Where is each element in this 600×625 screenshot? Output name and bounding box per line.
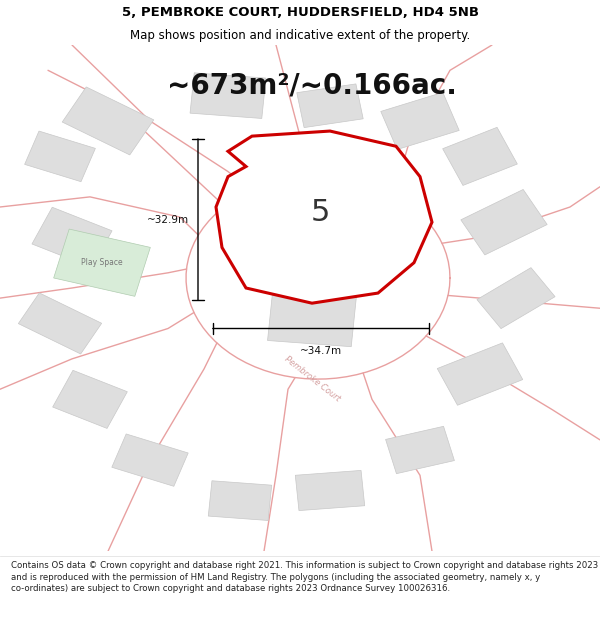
Text: Map shows position and indicative extent of the property.: Map shows position and indicative extent… (130, 29, 470, 42)
Polygon shape (53, 229, 151, 296)
Text: Play Space: Play Space (81, 258, 123, 268)
Polygon shape (386, 426, 454, 474)
Polygon shape (297, 84, 363, 127)
Polygon shape (443, 127, 517, 186)
Polygon shape (268, 290, 356, 347)
Polygon shape (25, 131, 95, 182)
Polygon shape (208, 481, 272, 521)
Polygon shape (190, 72, 266, 119)
Polygon shape (216, 131, 432, 303)
Polygon shape (32, 208, 112, 268)
Polygon shape (477, 268, 555, 329)
Text: 5, PEMBROKE COURT, HUDDERSFIELD, HD4 5NB: 5, PEMBROKE COURT, HUDDERSFIELD, HD4 5NB (121, 6, 479, 19)
Polygon shape (295, 471, 365, 511)
Text: Pembroke Court: Pembroke Court (283, 354, 341, 404)
Text: Pembroke Court: Pembroke Court (349, 152, 407, 201)
Text: ~673m²/~0.166ac.: ~673m²/~0.166ac. (167, 71, 457, 99)
Polygon shape (19, 293, 101, 354)
Polygon shape (53, 371, 127, 428)
Polygon shape (461, 189, 547, 255)
Polygon shape (381, 92, 459, 149)
Text: ~34.7m: ~34.7m (300, 346, 342, 356)
Polygon shape (62, 87, 154, 155)
Text: 5: 5 (311, 198, 330, 228)
Polygon shape (112, 434, 188, 486)
Polygon shape (437, 343, 523, 405)
Text: ~32.9m: ~32.9m (147, 214, 189, 224)
Text: Contains OS data © Crown copyright and database right 2021. This information is : Contains OS data © Crown copyright and d… (11, 561, 598, 594)
